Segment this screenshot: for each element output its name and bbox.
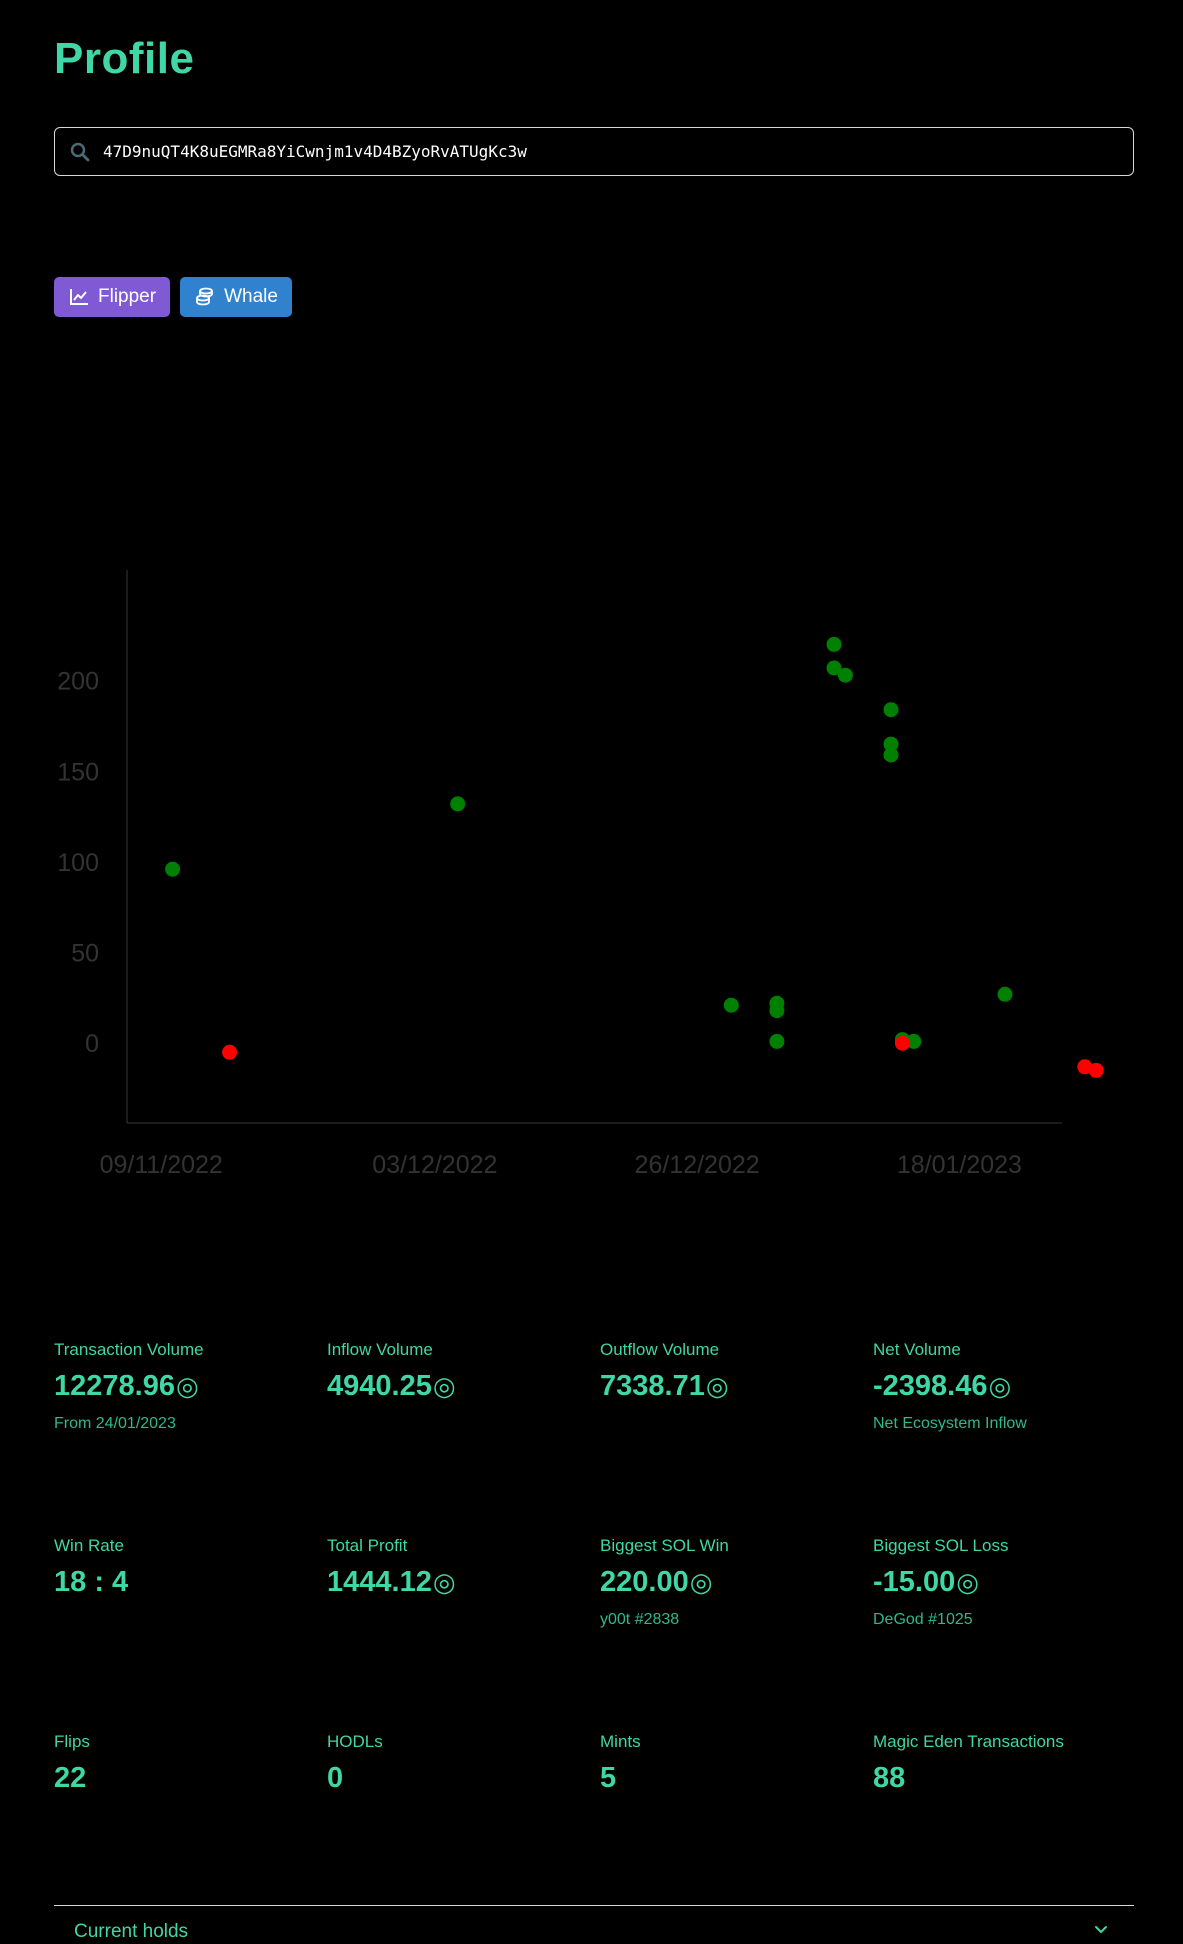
- sol-icon: ◎: [988, 1371, 1012, 1401]
- data-point: [723, 997, 739, 1013]
- x-tick-label: 09/11/2022: [100, 1151, 223, 1179]
- sol-icon: ◎: [432, 1567, 456, 1597]
- stat-label: Inflow Volume: [327, 1340, 433, 1359]
- stat-inflow-volume: Inflow Volume 4940.25◎: [327, 1340, 597, 1415]
- page-title: Profile: [54, 34, 195, 83]
- stat-sub: y00t #2838: [600, 1611, 680, 1628]
- y-tick-label: 50: [71, 940, 99, 968]
- stat-value: -2398.46◎: [873, 1370, 1012, 1402]
- stat-win-rate: Win Rate 18 : 4: [54, 1536, 324, 1611]
- profit-scatter-svg: 0 50 100 150 200 09/11/2022 03/12/2022 26/12/20…: [57, 570, 1104, 1179]
- search-icon: [69, 141, 91, 163]
- stat-flips: Flips 22: [54, 1732, 324, 1807]
- stat-total-profit: Total Profit 1444.12◎: [327, 1536, 597, 1611]
- stat-sub: Net Ecosystem Inflow: [873, 1415, 1027, 1432]
- data-point: [769, 1033, 785, 1049]
- data-point: [222, 1044, 238, 1060]
- stat-value: 7338.71◎: [600, 1370, 729, 1402]
- data-point: [165, 861, 181, 877]
- stat-label: Biggest SOL Win: [600, 1536, 729, 1555]
- x-tick-label: 18/01/2023: [897, 1151, 1022, 1179]
- stat-value: 22: [54, 1762, 87, 1794]
- data-point: [906, 1033, 922, 1049]
- y-tick-label: 0: [85, 1030, 99, 1058]
- stat-label: Transaction Volume: [54, 1340, 204, 1359]
- stat-label: Biggest SOL Loss: [873, 1536, 1009, 1555]
- badge-flipper-label: Flipper: [98, 286, 157, 307]
- data-point: [826, 636, 842, 652]
- badge-flipper[interactable]: Flipper: [54, 277, 171, 317]
- chart-line-icon: [68, 286, 90, 308]
- x-tick-label: 03/12/2022: [372, 1151, 497, 1179]
- sol-icon: ◎: [956, 1567, 979, 1597]
- stat-value: 4940.25◎: [327, 1370, 456, 1402]
- data-point: [883, 736, 899, 752]
- stat-mints: Mints 5: [600, 1732, 870, 1807]
- stat-value: 1444.12◎: [327, 1566, 456, 1598]
- stat-biggest-sol-loss: Biggest SOL Loss -15.00◎ DeGod #1025: [873, 1536, 1143, 1629]
- data-point: [997, 986, 1013, 1002]
- stat-label: Net Volume: [873, 1340, 961, 1359]
- stat-label: HODLs: [327, 1732, 383, 1751]
- section-divider: [54, 1905, 1134, 1906]
- stat-label: Outflow Volume: [600, 1340, 720, 1359]
- stat-hodls: HODLs 0: [327, 1732, 597, 1807]
- data-point: [826, 660, 842, 676]
- wallet-search-input[interactable]: [103, 128, 1133, 175]
- stat-label: Mints: [600, 1732, 641, 1751]
- stat-label: Win Rate: [54, 1536, 124, 1555]
- stat-sub: From 24/01/2023: [54, 1415, 176, 1432]
- profit-scatter-chart: 0 50 100 150 200 09/11/2022 03/12/2022 26/12/20…: [0, 560, 1183, 1200]
- current-holds-accordion[interactable]: Current holds: [54, 1906, 1134, 1943]
- stat-label: Flips: [54, 1732, 90, 1751]
- stat-value: 12278.96◎: [54, 1370, 199, 1402]
- y-tick-label: 200: [57, 668, 99, 696]
- sol-icon: ◎: [705, 1371, 729, 1401]
- y-tick-label: 100: [57, 849, 99, 877]
- badge-whale[interactable]: Whale: [180, 277, 292, 317]
- stat-value: 88: [873, 1762, 906, 1794]
- sol-icon: ◎: [432, 1371, 456, 1401]
- stat-label: Total Profit: [327, 1536, 408, 1555]
- data-point: [1077, 1059, 1093, 1075]
- stat-outflow-volume: Outflow Volume 7338.71◎: [600, 1340, 870, 1415]
- stat-transaction-volume: Transaction Volume 12278.96◎ From 24/01/…: [54, 1340, 324, 1433]
- data-point: [450, 796, 466, 812]
- stat-net-volume: Net Volume -2398.46◎ Net Ecosystem Inflo…: [873, 1340, 1143, 1433]
- data-point: [1088, 1062, 1104, 1078]
- profile-badges: Flipper Whale: [54, 277, 292, 317]
- data-point: [883, 747, 899, 763]
- data-point: [894, 1035, 910, 1051]
- data-point: [883, 702, 899, 718]
- wallet-search-box[interactable]: [54, 127, 1134, 176]
- stat-sub: DeGod #1025: [873, 1611, 973, 1628]
- stat-magic-eden-transactions: Magic Eden Transactions 88: [873, 1732, 1143, 1807]
- data-point: [837, 667, 853, 683]
- chevron-down-icon: [1092, 1921, 1110, 1939]
- stat-label: Magic Eden Transactions: [873, 1732, 1064, 1751]
- stat-value: 5: [600, 1762, 617, 1794]
- stat-biggest-sol-win: Biggest SOL Win 220.00◎ y00t #2838: [600, 1536, 870, 1629]
- current-holds-label: Current holds: [74, 1921, 189, 1942]
- stat-value: 0: [327, 1762, 344, 1794]
- data-point: [769, 995, 785, 1011]
- stat-value: 18 : 4: [54, 1566, 129, 1598]
- x-tick-label: 26/12/2022: [635, 1151, 760, 1179]
- y-tick-label: 150: [57, 758, 99, 786]
- sol-icon: ◎: [689, 1567, 713, 1597]
- badge-whale-label: Whale: [224, 286, 278, 307]
- stat-value: 220.00◎: [600, 1566, 713, 1598]
- sol-icon: ◎: [175, 1371, 199, 1401]
- coins-icon: [194, 286, 216, 308]
- stat-value: -15.00◎: [873, 1566, 979, 1598]
